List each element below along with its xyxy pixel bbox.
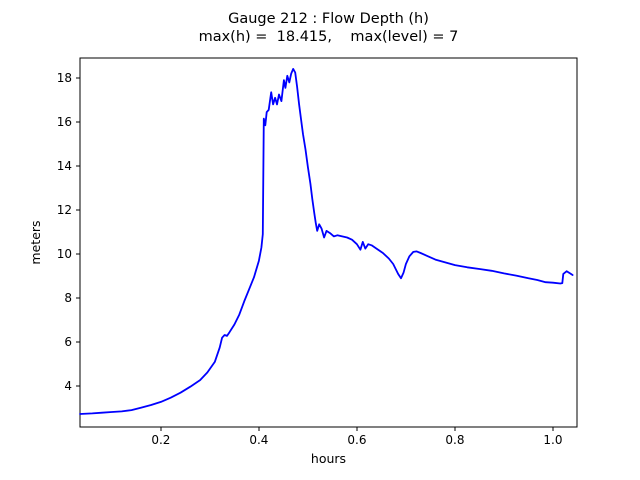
chart-titles: Gauge 212 : Flow Depth (h) max(h) = 18.4…: [80, 10, 577, 46]
y-tick-label: 14: [57, 159, 72, 173]
flow-depth-line: [79, 68, 574, 415]
y-tick-label: 8: [64, 291, 72, 305]
y-tick-label: 18: [57, 71, 72, 85]
y-tick-label: 10: [57, 247, 72, 261]
y-tick-label: 12: [57, 203, 72, 217]
x-tick-label: 0.2: [151, 433, 170, 447]
x-tick-label: 0.8: [445, 433, 464, 447]
y-tick-label: 4: [64, 379, 72, 393]
y-axis-label: meters: [28, 220, 43, 264]
chart-subtitle: max(h) = 18.415, max(level) = 7: [198, 29, 459, 45]
axes-frame: [79, 57, 578, 428]
y-tick-label: 16: [57, 115, 72, 129]
chart-title: Gauge 212 : Flow Depth (h): [228, 11, 429, 27]
x-tick-label: 0.4: [249, 433, 268, 447]
y-tick-label: 6: [64, 335, 72, 349]
x-axis-label: hours: [311, 451, 346, 466]
x-tick-label: 0.6: [347, 433, 366, 447]
x-tick-label: 1.0: [543, 433, 562, 447]
